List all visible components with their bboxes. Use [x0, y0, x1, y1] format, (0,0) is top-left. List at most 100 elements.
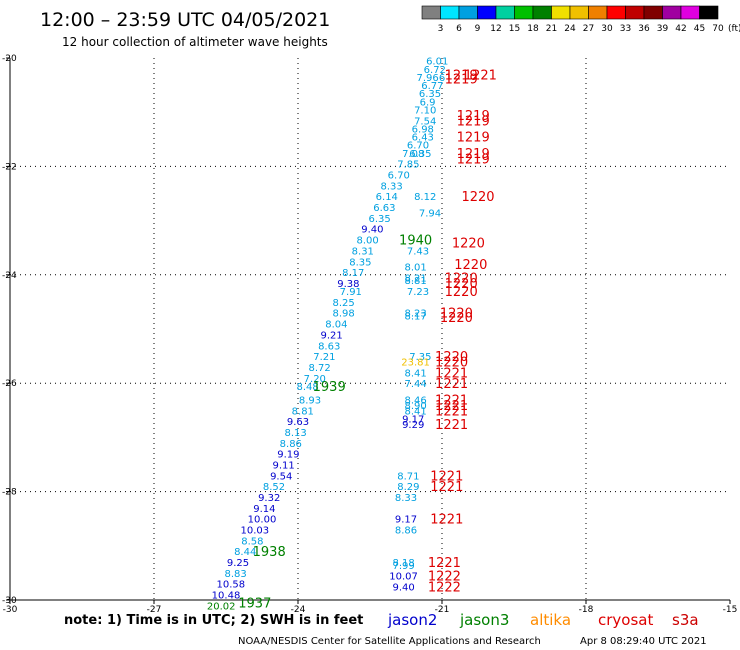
swh-label: 20.02 — [207, 601, 236, 612]
colorbar-swatch — [588, 5, 608, 20]
swh-label: 8.72 — [308, 363, 330, 374]
swh-label: 10.03 — [240, 526, 269, 537]
swh-label: 8.18 — [392, 558, 414, 569]
axis-ticks: -30 -27 -24 -21 -18 -15 -20 -22 -24 -26 -28 -30 — [2, 54, 737, 615]
swh-labels: 6.016.727.96 66.776.356.97.107.546.986.43… — [207, 57, 448, 613]
swh-label: 8.12 — [414, 192, 436, 203]
swh-label: 8.29 — [397, 482, 419, 493]
time-label: 1222 — [428, 570, 461, 585]
time-label: 1219 — [445, 73, 478, 88]
swh-label: 8.25 — [332, 298, 354, 309]
swh-label: 9.32 — [258, 493, 280, 504]
legend-entry-jason2: jason2 — [387, 611, 437, 629]
swh-label: 9.14 — [253, 504, 275, 515]
colorbar-swatch — [680, 5, 700, 20]
swh-label: 8.81 — [292, 406, 314, 417]
time-label: 1220 — [454, 258, 487, 273]
swh-label: 8.23 — [404, 309, 426, 320]
time-label: 1219 — [445, 68, 478, 83]
swh-label: 8.63 — [318, 341, 340, 352]
colorbar-tick-label: 6 — [456, 24, 462, 34]
swh-label: 6 — [439, 73, 445, 84]
time-label: 1221 — [428, 556, 461, 571]
swh-label: 6.9 — [420, 97, 436, 108]
colorbar-tick-label: 30 — [601, 24, 613, 34]
swh-label: 9.63 — [287, 417, 309, 428]
swh-label: 6.35 — [419, 89, 441, 100]
swh-label: 8.33 — [380, 181, 402, 192]
swh-label: 8.01 — [404, 263, 426, 274]
time-label: 1221 — [435, 366, 468, 381]
satellite-legend: jason2 jason3 altika cryosat s3a — [387, 611, 699, 629]
swh-label: 7.43 — [407, 246, 429, 257]
swh-label: 9.19 — [277, 450, 299, 461]
swh-label: 8.17 — [404, 311, 426, 322]
y-tick-label: -28 — [2, 488, 17, 498]
colorbar-swatch — [477, 5, 497, 20]
swh-label: 8.58 — [241, 536, 263, 547]
time-label: 1220 — [445, 277, 478, 292]
swh-label: 6.70 — [388, 171, 410, 182]
swh-label: 9.21 — [320, 330, 342, 341]
time-label: 1221 — [435, 399, 468, 414]
swh-label: 9.38 — [337, 279, 359, 290]
swh-label: 8.98 — [332, 309, 354, 320]
colorbar-tick-label: 27 — [583, 24, 594, 34]
swh-label: 8.33 — [395, 493, 417, 504]
swh-label: 8.41 — [404, 406, 426, 417]
time-label: 1220 — [435, 356, 468, 371]
swh-label: 9.11 — [272, 461, 294, 472]
swh-label: 8.86 — [395, 526, 417, 537]
swh-label: 8.93 — [299, 395, 321, 406]
time-label: 1219 — [457, 114, 490, 129]
time-label: 1221 — [435, 377, 468, 392]
swh-label: 9.40 — [392, 582, 414, 593]
time-label: 1221 — [435, 418, 468, 433]
time-label: 1937 — [238, 597, 271, 612]
time-label: 1220 — [461, 190, 494, 205]
swh-label: 10.58 — [216, 580, 245, 591]
time-label: 1221 — [430, 469, 463, 484]
swh-label: 8.31 — [352, 246, 374, 257]
y-tick-label: -30 — [2, 596, 17, 606]
time-label: 1220 — [445, 272, 478, 287]
footer-note: note: 1) Time is in UTC; 2) SWH is in fe… — [64, 613, 363, 628]
legend-entry-altika: altika — [530, 611, 571, 629]
credit-line: NOAA/NESDIS Center for Satellite Applica… — [238, 636, 541, 647]
colorbar-tick-label: 33 — [620, 24, 631, 34]
colorbar-tick-label: 70 — [712, 24, 724, 34]
colorbar-tick-label: 9 — [475, 24, 481, 34]
swh-label: 8.48 — [296, 382, 318, 393]
swh-label: 8.44 — [234, 547, 256, 558]
swh-label: 7.99 — [392, 561, 414, 572]
swh-label: 9.40 — [361, 225, 383, 236]
swh-label: 6.35 — [368, 214, 390, 225]
swh-label: 7.85 — [397, 160, 419, 171]
swh-label: 7.20 — [304, 374, 326, 385]
swh-label: 9.29 — [402, 420, 424, 431]
y-tick-label: -20 — [2, 54, 17, 64]
swh-label: 6.63 — [373, 203, 395, 214]
swh-label: 8.86 — [280, 439, 302, 450]
time-label: 1219 — [457, 147, 490, 162]
colorbar-swatch — [421, 5, 441, 20]
colorbar-swatch — [662, 5, 682, 20]
swh-label: 6.01 — [426, 57, 448, 68]
colorbar-swatch — [495, 5, 515, 20]
swh-label: 8.52 — [263, 482, 285, 493]
x-tick-label: -21 — [435, 605, 450, 615]
colorbar-tick-label: 45 — [694, 24, 705, 34]
swh-label: 6.70 — [407, 141, 429, 152]
y-tick-label: -26 — [2, 379, 17, 389]
legend-entry-s3a: s3a — [672, 611, 699, 629]
swh-label: 8.46 — [404, 395, 426, 406]
swh-label: 8.71 — [397, 471, 419, 482]
swh-label: 9.54 — [270, 471, 292, 482]
time-label: 1939 — [313, 380, 346, 395]
swh-label: 9.17 — [395, 515, 417, 526]
colorbar-tick-label: 36 — [638, 24, 650, 34]
time-labels: 1219122112191219121912191219121912201220… — [238, 68, 497, 611]
swh-label: 7.23 — [407, 287, 429, 298]
x-tick-label: -27 — [147, 605, 162, 615]
